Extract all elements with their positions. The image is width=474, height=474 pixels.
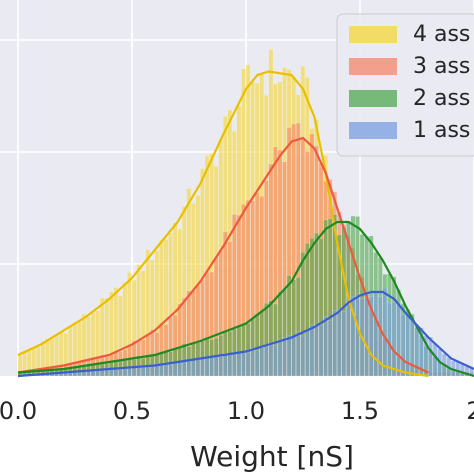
histogram-bar (227, 353, 233, 377)
x-tick-label: 0.0 (0, 397, 37, 425)
histogram-bar (232, 352, 237, 377)
histogram-bar (286, 334, 292, 377)
histogram-bar (250, 348, 255, 377)
histogram-bar (318, 324, 324, 377)
histogram-bar (213, 356, 219, 377)
legend-box (336, 13, 474, 157)
histogram-bar (277, 339, 283, 377)
histogram-bar (460, 363, 465, 377)
histogram-bar (295, 331, 301, 377)
histogram-bar (355, 293, 360, 377)
histogram-bar (122, 367, 128, 377)
x-tick-label: 0.5 (113, 397, 151, 425)
kde-curve-1-ass (17, 290, 474, 378)
legend-label: 2 ass (413, 86, 470, 111)
histogram-bar (350, 295, 356, 377)
histogram-bar (391, 302, 397, 377)
x-axis-label: Weight [nS] (190, 440, 354, 473)
legend-swatch (349, 90, 397, 107)
x-tick-label: 2 (466, 397, 474, 425)
histogram-bars (17, 49, 474, 377)
histogram-bar (186, 360, 192, 377)
legend-swatch (349, 26, 397, 43)
histogram-bar (264, 346, 269, 377)
histogram-bar (341, 310, 347, 377)
kde-curve-4-ass (17, 70, 429, 378)
histogram-bar (364, 297, 369, 377)
legend-label: 3 ass (413, 54, 470, 79)
histogram-bar (382, 287, 388, 377)
x-tick-label: 1.0 (227, 397, 265, 425)
kde-curve-2-ass (17, 220, 474, 378)
kde-curves (17, 70, 474, 378)
histogram-bar (181, 360, 187, 377)
histogram-bar (368, 296, 374, 377)
histogram-bar (323, 316, 328, 377)
histogram-bar (305, 329, 310, 377)
histogram-bar (159, 364, 164, 377)
histogram-bar (396, 304, 401, 377)
histogram-bar (273, 345, 278, 377)
histogram-bar (346, 301, 351, 377)
histogram-bar (378, 296, 383, 377)
histogram-bar (236, 353, 242, 377)
histogram-bar (428, 336, 433, 377)
histogram-bar (309, 324, 315, 377)
histogram-bar (327, 320, 333, 377)
histogram-bar (218, 356, 223, 377)
histogram-bar (241, 352, 246, 377)
histogram-bar (282, 337, 287, 377)
histogram-bar (314, 325, 319, 377)
histogram-bar (254, 350, 260, 377)
x-tick-label: 1.5 (341, 397, 379, 425)
histogram-bar (387, 302, 392, 377)
histogram-bar (245, 352, 251, 377)
histogram-bar (222, 352, 228, 377)
x-axis-ticks: 0.0 0.5 1.0 1.5 2 (0, 397, 474, 425)
histogram-bar (268, 343, 274, 377)
histogram-bar (177, 361, 182, 377)
histogram-bar (300, 335, 306, 377)
legend-swatch (349, 122, 397, 139)
histogram-bar (209, 356, 214, 377)
histogram-bar (432, 343, 438, 377)
histogram-bar (150, 365, 155, 377)
histogram-bar (145, 365, 151, 377)
legend-label: 4 ass (413, 22, 470, 47)
histogram-bar (204, 357, 210, 377)
kde-curve-3-ass (17, 136, 429, 374)
legend-label: 1 ass (413, 118, 470, 143)
histogram-bar (332, 310, 338, 377)
histogram-bar (400, 314, 406, 377)
histogram-bar (140, 366, 146, 377)
histogram-bar (337, 309, 342, 377)
histogram-bar (291, 336, 296, 377)
histogram-bar (409, 316, 415, 377)
legend: 4 ass 3 ass 2 ass 1 ass (336, 13, 474, 157)
histogram-bar (405, 311, 410, 377)
histogram-bar (131, 366, 137, 377)
histogram-bar (195, 359, 201, 377)
legend-swatch (349, 58, 397, 75)
histogram-bar (191, 359, 196, 377)
histogram-bar (200, 356, 205, 377)
histogram-bar (373, 291, 379, 377)
histogram-bar (168, 364, 173, 377)
histogram-bar (259, 347, 265, 377)
histogram-bar (154, 365, 160, 377)
